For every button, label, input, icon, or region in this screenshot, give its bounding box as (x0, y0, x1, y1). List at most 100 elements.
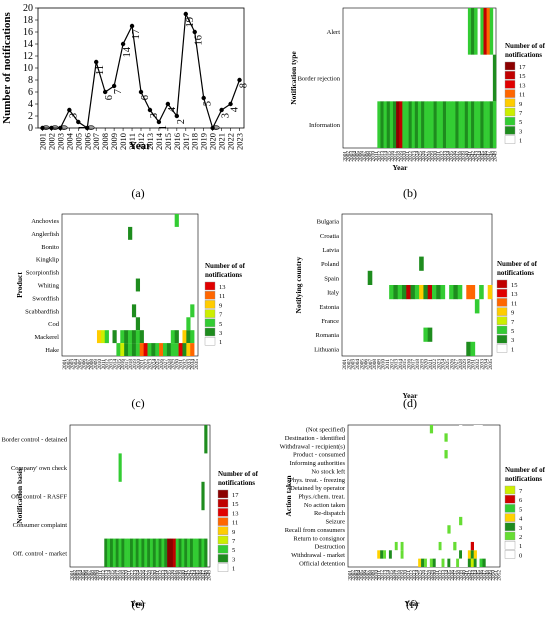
x-tick-label: 2019 (132, 359, 138, 370)
legend-swatch (217, 508, 229, 517)
heat-cell (158, 538, 162, 567)
heat-cell (120, 330, 125, 344)
heat-cell (107, 538, 111, 567)
x-tick-label: 2001 (343, 151, 349, 162)
x-tick-label: 2020 (208, 133, 218, 150)
legend-title: Number of of (497, 260, 538, 268)
x-tick-label: 2046 (483, 151, 489, 162)
heat-cell (456, 525, 460, 534)
data-label: 3 (68, 113, 79, 118)
heat-cell (486, 8, 491, 55)
data-label: 0 (59, 125, 70, 130)
x-tick-label: 2002 (66, 359, 72, 370)
legend-swatch (217, 535, 229, 545)
x-tick-label: 2007 (85, 359, 91, 370)
row-label: Return to consignor (293, 535, 345, 542)
data-point (174, 113, 180, 119)
x-tick-label: 2024 (415, 570, 421, 581)
row-label: Estonia (320, 304, 340, 311)
x-tick-label: 2032 (475, 359, 481, 370)
legend-label: 1 (219, 339, 222, 346)
legend-title: Number of of (205, 262, 246, 270)
heat-cell (450, 558, 454, 567)
heat-cell (464, 525, 469, 534)
data-point (94, 59, 99, 65)
data-point (183, 11, 188, 17)
legend-swatch (217, 545, 229, 554)
heat-cell (96, 330, 102, 344)
legend-swatch (204, 309, 216, 318)
heat-cell (159, 343, 164, 356)
heat-cell (482, 508, 486, 517)
x-tick-label: 2018 (415, 359, 421, 370)
heat-cell (383, 101, 388, 148)
x-tick-label: 2009 (376, 359, 382, 370)
x-tick-label: 2028 (426, 570, 432, 581)
heat-cell (121, 538, 125, 567)
legend-label: 3 (519, 525, 522, 532)
heat-cell (155, 343, 160, 356)
heat-cell (120, 343, 125, 356)
legend-label: 17 (519, 64, 526, 71)
legend-swatch (504, 541, 516, 550)
heat-cell (489, 101, 494, 148)
legend-label: 11 (519, 92, 525, 99)
x-tick-label: 2031 (179, 359, 185, 370)
x-tick-label: 2028 (147, 570, 153, 581)
heat-cell (393, 285, 399, 300)
legend-label: 1 (511, 346, 514, 353)
heat-cell (124, 330, 129, 344)
legend-swatch (504, 495, 516, 504)
x-tick-label: 2003 (70, 359, 76, 370)
heat-cell (128, 343, 133, 356)
legend-swatch (217, 526, 229, 535)
x-tick-label: 2029 (462, 359, 468, 370)
data-point (219, 107, 224, 113)
heat-cell (429, 425, 434, 434)
heat-cell (423, 327, 429, 342)
x-tick-label: 2019 (400, 570, 406, 581)
legend-label: 7 (519, 488, 523, 495)
heat-cell (453, 558, 457, 567)
row-label: Information (309, 122, 341, 129)
x-tick-label: 2008 (364, 151, 370, 162)
x-tick-label: 2010 (118, 133, 128, 150)
x-tick-label: 2010 (371, 151, 377, 162)
legend-swatch (504, 116, 516, 126)
legend-label: 15 (519, 73, 526, 80)
row-label: Swordfish (32, 295, 59, 302)
row-label: Re-dispatch (314, 510, 346, 517)
row-label: Recall from consumers (285, 527, 346, 534)
legend-swatch (204, 327, 216, 337)
heat-cell (155, 538, 159, 567)
heat-cell (452, 101, 456, 148)
x-tick-label: 2005 (359, 570, 365, 581)
x-axis-title: Year (405, 599, 421, 608)
heat-cell (377, 458, 381, 467)
x-tick-label: 2026 (449, 359, 455, 370)
data-point (129, 23, 135, 29)
heat-cell (190, 330, 195, 344)
heat-cell (459, 450, 463, 459)
data-label: 3 (149, 113, 160, 118)
panel-label-f: (f) (406, 597, 418, 611)
legend-label: 3 (519, 128, 522, 135)
heat-cell (170, 330, 175, 344)
x-tick-label: 2012 (101, 570, 107, 581)
x-tick-label: 2036 (450, 570, 456, 581)
heat-cell (174, 330, 179, 344)
heat-cell (473, 550, 477, 559)
data-point (49, 125, 54, 131)
heat-cell (418, 558, 422, 567)
heat-cell (130, 538, 134, 567)
heat-cell (152, 538, 157, 567)
heat-cell (482, 558, 486, 567)
x-tick-label: 2016 (389, 151, 395, 162)
data-label: 7 (113, 89, 124, 94)
row-label: Official detention (299, 560, 346, 567)
heat-cell (432, 558, 436, 567)
heat-cell (100, 330, 106, 344)
panel-label-e: (e) (131, 597, 144, 611)
x-tick-label: 2027 (163, 359, 169, 370)
heat-cell (397, 541, 401, 551)
